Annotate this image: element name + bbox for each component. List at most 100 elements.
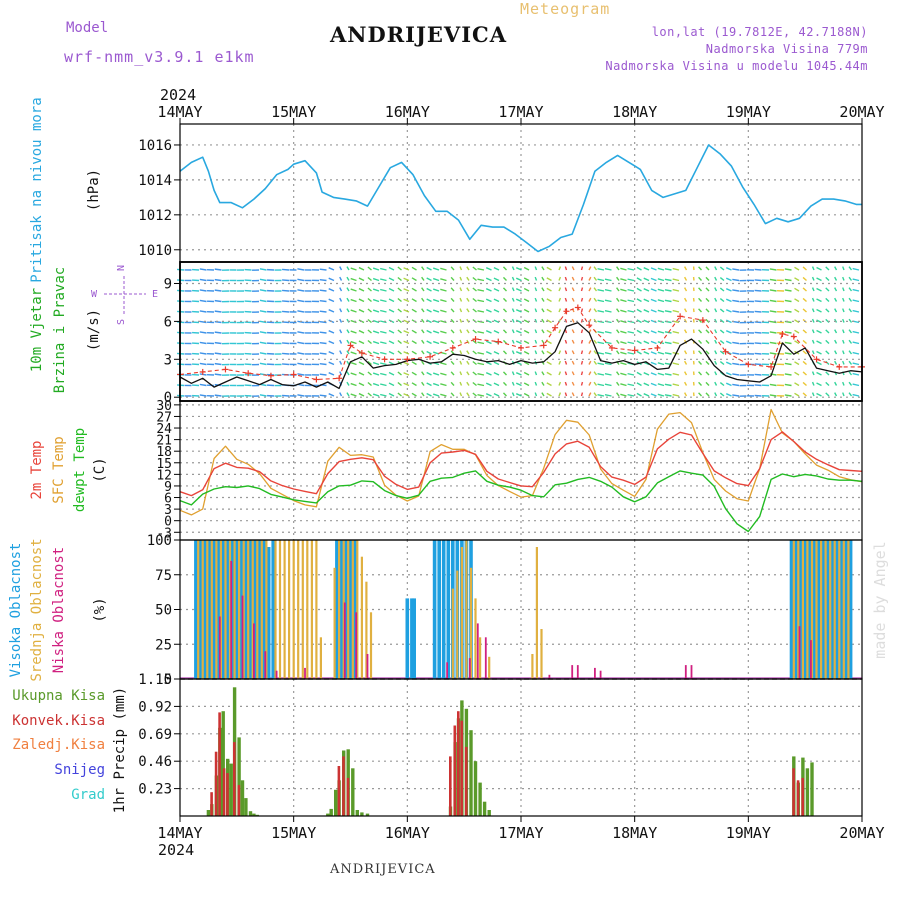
wind-arrow [636, 371, 642, 376]
mid-cloud-bar [301, 540, 304, 679]
wind-arrow [421, 381, 425, 386]
wind-arrow [515, 288, 522, 292]
wind-arrow [714, 371, 718, 376]
high-cloud-bar [798, 540, 803, 679]
wind-arrow [282, 268, 290, 271]
wind-arrow [784, 362, 792, 366]
wind-arrow [698, 392, 703, 397]
sfc-temp-line [179, 408, 863, 516]
wind-arrow [426, 392, 432, 397]
wind-arrow [825, 297, 830, 303]
wind-arrow [459, 329, 463, 334]
wind-arrow [604, 278, 612, 282]
wind-arrow [842, 350, 845, 355]
wind-speed-line [179, 322, 863, 390]
wind-arrow [571, 381, 575, 386]
wind-arrow [593, 287, 598, 292]
wind-arrow [714, 350, 718, 355]
wind-arrow [834, 350, 838, 355]
wind-arrow [811, 297, 815, 302]
wind-arrow [411, 298, 417, 303]
wind-arrow [842, 318, 845, 323]
total-rain-bar [810, 762, 814, 816]
wind-arrow [650, 298, 657, 303]
mid-cloud-bar [540, 629, 543, 679]
wind-arrow [558, 381, 562, 386]
low-cloud-bar [468, 658, 471, 679]
wind-arrow [534, 287, 538, 292]
temp-2m-line [179, 431, 863, 497]
wind-arrow [558, 287, 562, 292]
year-top: 2024 [160, 86, 196, 104]
wind-arrow [421, 360, 425, 365]
wind-arrow [199, 362, 207, 366]
wind-arrow [604, 310, 612, 313]
wind-arrow [604, 352, 612, 355]
wind-arrow [459, 371, 463, 376]
wind-arrow [485, 267, 492, 271]
wind-arrow [794, 319, 800, 324]
wind-arrow [282, 352, 290, 355]
wind-arrow [450, 276, 455, 281]
wind-arrow [784, 320, 792, 324]
wind-arrow [199, 331, 207, 334]
wind-arrow [616, 371, 620, 376]
y-tick-label: 21 [156, 434, 172, 449]
wind-arrow [816, 329, 822, 334]
wind-arrow [571, 318, 575, 323]
wind-arrow [848, 329, 853, 334]
wind-arrow [754, 394, 762, 397]
wind-arrow [546, 361, 552, 366]
wind-arrow [794, 361, 800, 366]
wind-arrow [358, 287, 365, 292]
wind-arrow [421, 339, 425, 344]
x-tick-label-top: 20MAY [839, 103, 884, 121]
wind-arrow [282, 289, 290, 292]
wind-arrow [546, 308, 552, 313]
wind-arrow [282, 279, 290, 282]
wind-arrow [199, 268, 207, 271]
wind-arrow [328, 288, 335, 292]
wind-arrow [523, 277, 530, 282]
low-cloud-bar [253, 623, 255, 679]
wind-arrow [842, 339, 845, 344]
wind-arrow [403, 277, 410, 282]
wind-arrow [485, 372, 492, 376]
wind-arrow [616, 392, 620, 397]
wind-arrow [616, 297, 620, 302]
wind-arrow [199, 289, 207, 292]
mid-cloud-bar [351, 540, 354, 679]
temp2m-ylabel: 2m Temp [29, 440, 45, 499]
wind-arrow [546, 287, 552, 292]
wind-arrow [725, 298, 732, 303]
wind-arrow [794, 287, 800, 292]
wind-arrow [397, 308, 402, 313]
mid-cloud-bar [810, 540, 814, 679]
high-cloud-bar [216, 540, 221, 679]
wind-arrow [852, 362, 860, 366]
wind-arrow [511, 339, 515, 344]
wind-arrow [511, 297, 515, 302]
wind-arrow [421, 371, 425, 376]
wind-arrow [515, 309, 522, 313]
wind-arrow [593, 297, 598, 302]
wind-arrow [705, 297, 710, 302]
wind-arrow [466, 392, 470, 397]
mid-cloud-bar [333, 567, 336, 679]
conv-rain-bar [464, 746, 468, 816]
wind-arrow [657, 330, 665, 334]
mid-cloud-bar [242, 540, 245, 679]
wind-arrow [485, 393, 492, 397]
low-cloud-bar [343, 602, 346, 679]
mid-cloud-bar [228, 540, 232, 679]
wind-arrow [282, 300, 290, 303]
wind-arrow [388, 298, 395, 303]
wind-arrow [794, 308, 800, 313]
wind-arrow [421, 392, 425, 397]
wind-arrow [541, 276, 545, 281]
wind-arrow [403, 330, 410, 334]
wind-arrow [328, 393, 335, 397]
wind-arrow [588, 392, 592, 397]
wind-arrow [346, 276, 350, 281]
wind-arrow [636, 266, 642, 271]
